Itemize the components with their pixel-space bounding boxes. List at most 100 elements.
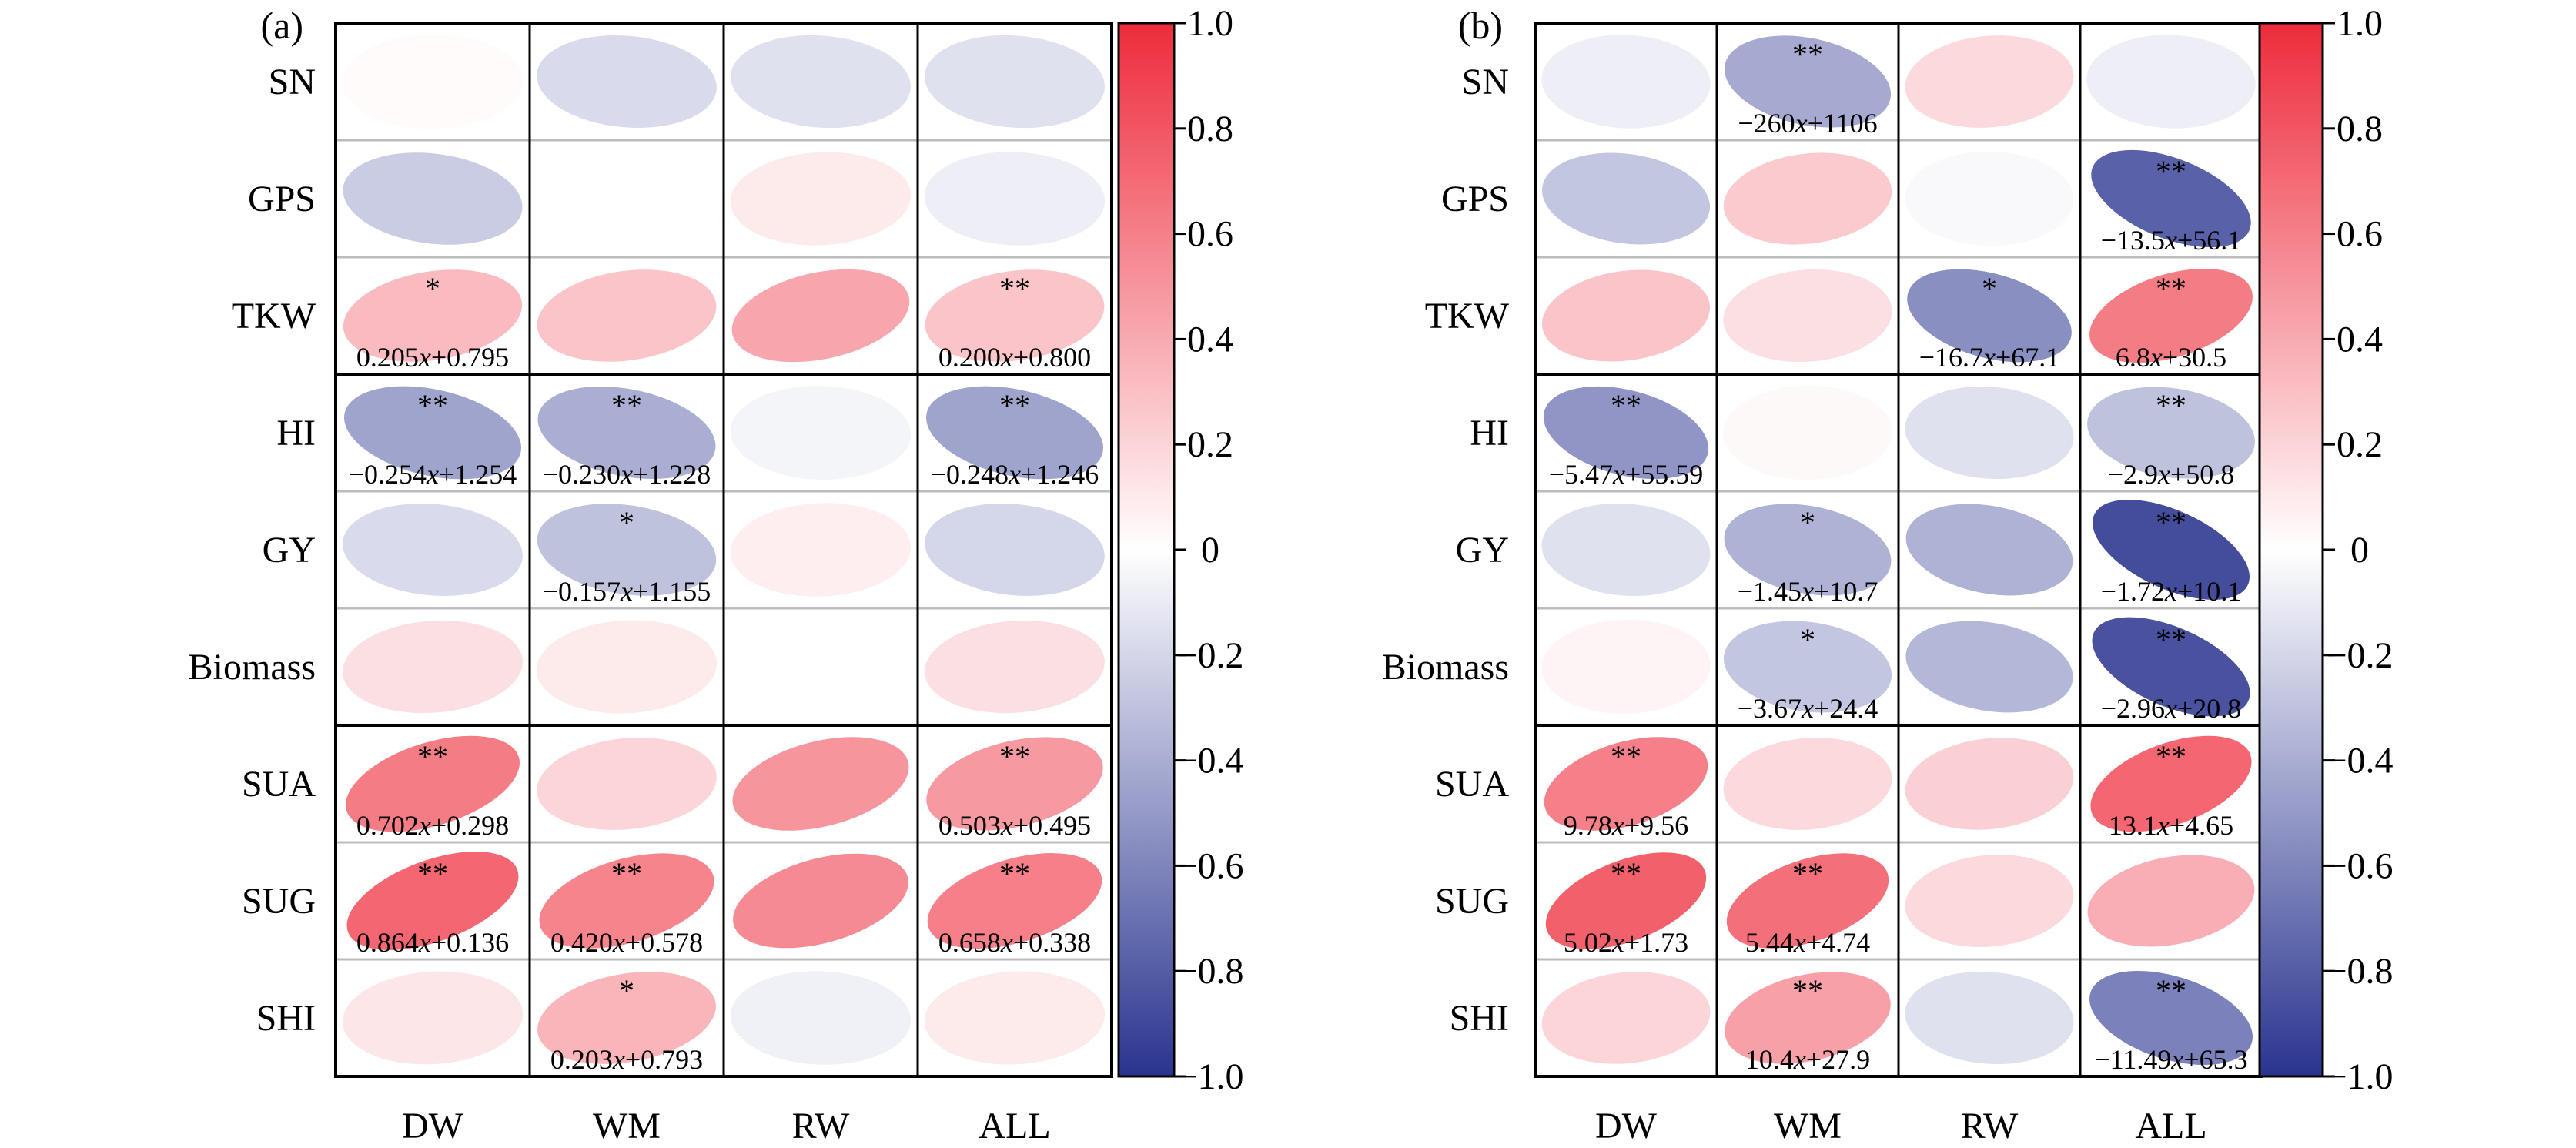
row-label: GY bbox=[263, 530, 316, 571]
significance-mark: ** bbox=[1611, 388, 1641, 423]
significance-mark: ** bbox=[417, 388, 448, 423]
significance-mark: ** bbox=[2156, 973, 2186, 1008]
column-label: WM bbox=[593, 1106, 661, 1146]
significance-mark: ** bbox=[2156, 739, 2186, 774]
significance-mark: ** bbox=[2156, 622, 2186, 657]
cell-SN-WM: ** −260x+1106 bbox=[1724, 35, 1892, 139]
regression-equation: −5.47x+55.59 bbox=[1549, 459, 1704, 490]
correlation-ellipse bbox=[537, 35, 717, 128]
cell-HI-ALL: ** −0.248x+1.246 bbox=[925, 386, 1104, 490]
significance-mark: ** bbox=[611, 388, 642, 423]
significance-mark: ** bbox=[2156, 388, 2186, 423]
cell-SUG-WM: ** 5.44x+4.74 bbox=[1726, 853, 1889, 958]
regression-equation: 0.702x+0.298 bbox=[356, 810, 509, 841]
significance-mark: ** bbox=[999, 388, 1030, 423]
correlation-ellipse bbox=[537, 972, 716, 1064]
correlation-ellipse bbox=[2092, 617, 2250, 717]
regression-equation: −2.96x+20.8 bbox=[2101, 693, 2242, 724]
correlation-ellipse bbox=[1905, 971, 2074, 1065]
significance-mark: ** bbox=[1792, 856, 1823, 891]
significance-mark: ** bbox=[2156, 271, 2186, 306]
significance-mark: * bbox=[1982, 271, 1997, 306]
correlation-ellipse bbox=[537, 738, 717, 830]
panel-a: (a)*0.205x+0.795**0.200x+0.800**−0.254x+… bbox=[189, 3, 1244, 1146]
cell-SUA-RW bbox=[1905, 738, 2074, 830]
cell-SUG-DW: ** 5.02x+1.73 bbox=[1545, 852, 1707, 958]
regression-equation: 0.658x+0.338 bbox=[938, 927, 1091, 958]
row-label: HI bbox=[1470, 413, 1509, 454]
cell-SUG-ALL: ** 0.658x+0.338 bbox=[927, 853, 1102, 958]
regression-equation: −2.9x+50.8 bbox=[2108, 459, 2235, 490]
correlation-ellipse bbox=[1905, 151, 2074, 246]
regression-equation: 6.8x+30.5 bbox=[2116, 342, 2226, 373]
cell-GPS-RW bbox=[1905, 151, 2074, 246]
cell-GY-DW bbox=[343, 504, 523, 596]
cell-SN-DW bbox=[1541, 35, 1711, 129]
cell-SN-ALL bbox=[925, 35, 1105, 129]
correlation-ellipse bbox=[342, 34, 524, 129]
correlation-ellipse bbox=[733, 853, 908, 949]
cell-TKW-WM bbox=[1723, 269, 1892, 363]
cell-SUA-ALL: ** 0.503x+0.495 bbox=[926, 737, 1103, 841]
significance-mark: ** bbox=[999, 271, 1030, 306]
correlation-ellipse bbox=[925, 35, 1105, 129]
correlation-ellipse bbox=[343, 504, 523, 596]
cell-GY-RW bbox=[1905, 504, 2073, 596]
row-label: SN bbox=[269, 62, 316, 102]
regression-equation: −0.230x+1.228 bbox=[543, 459, 711, 490]
colorbar-tick-label: −0.8 bbox=[2326, 951, 2393, 992]
correlation-ellipse bbox=[1905, 35, 2074, 128]
plot-frame bbox=[334, 22, 1113, 1078]
regression-equation: −16.7x+67.1 bbox=[1919, 342, 2060, 373]
colorbar-tick-label: 0.4 bbox=[2337, 319, 2383, 360]
colorbar-tick-label: −0.4 bbox=[2326, 741, 2393, 782]
significance-mark: ** bbox=[417, 856, 448, 891]
cell-GY-ALL bbox=[925, 504, 1105, 596]
column-label: RW bbox=[792, 1106, 850, 1146]
cell-SHI-WM: ** 10.4x+27.9 bbox=[1725, 972, 1891, 1075]
cell-SUG-RW bbox=[1905, 855, 2074, 947]
colorbar-tick-label: −0.2 bbox=[2326, 635, 2393, 676]
regression-equation: −1.45x+10.7 bbox=[1738, 576, 1878, 607]
correlation-ellipse bbox=[927, 853, 1102, 949]
correlation-ellipse bbox=[1541, 972, 1711, 1064]
cell-TKW-ALL: ** 0.200x+0.800 bbox=[925, 269, 1105, 373]
correlation-ellipse bbox=[730, 971, 912, 1065]
row-label: TKW bbox=[232, 296, 316, 336]
correlation-ellipse bbox=[1723, 385, 1892, 480]
significance-mark: ** bbox=[2156, 505, 2186, 540]
colorbar-tick-label: −0.4 bbox=[1176, 741, 1243, 782]
correlation-ellipse bbox=[731, 35, 911, 129]
correlation-ellipse bbox=[1726, 853, 1889, 949]
correlation-ellipse bbox=[343, 152, 523, 245]
correlation-ellipse bbox=[924, 152, 1106, 246]
cell-SUA-DW: ** 9.78x+9.56 bbox=[1544, 737, 1708, 841]
correlation-ellipse bbox=[537, 386, 716, 480]
cell-Biomass-ALL: ** −2.96x+20.8 bbox=[2092, 617, 2250, 724]
significance-mark: ** bbox=[611, 856, 642, 891]
cell-GPS-ALL bbox=[924, 152, 1106, 246]
column-label: DW bbox=[402, 1106, 464, 1146]
cell-GPS-DW bbox=[1541, 152, 1711, 245]
significance-mark: ** bbox=[1792, 37, 1823, 72]
correlation-ellipse bbox=[1724, 504, 1892, 596]
correlation-ellipse bbox=[1544, 737, 1708, 831]
cell-GY-ALL: ** −1.72x+10.1 bbox=[2093, 500, 2250, 607]
cell-HI-ALL: ** −2.9x+50.8 bbox=[2087, 387, 2255, 490]
correlation-ellipse bbox=[925, 504, 1105, 596]
regression-equation: −11.49x+65.3 bbox=[2094, 1044, 2247, 1075]
correlation-ellipse bbox=[1541, 620, 1711, 714]
correlation-ellipse bbox=[732, 737, 909, 831]
colorbar-tick-label: 0.2 bbox=[2337, 424, 2383, 465]
correlation-ellipse bbox=[343, 269, 523, 362]
significance-mark: ** bbox=[417, 739, 448, 774]
significance-mark: * bbox=[619, 505, 634, 540]
panel-label: (b) bbox=[1458, 4, 1503, 47]
cell-GPS-RW bbox=[730, 152, 912, 246]
significance-mark: * bbox=[1800, 622, 1815, 657]
significance-mark: ** bbox=[1792, 973, 1823, 1008]
correlation-ellipse bbox=[1545, 852, 1707, 949]
correlation-ellipse bbox=[1541, 152, 1711, 245]
colorbar-tick-label: 0 bbox=[1201, 530, 1219, 571]
